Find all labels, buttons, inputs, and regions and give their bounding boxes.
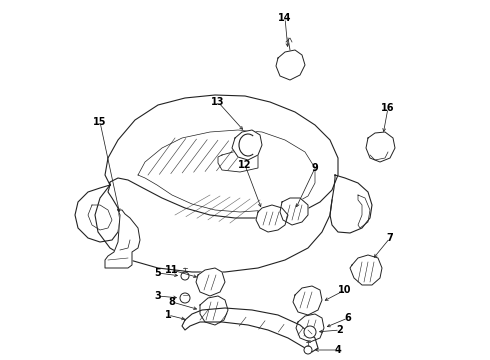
- Polygon shape: [105, 210, 140, 268]
- Text: 10: 10: [338, 285, 352, 295]
- Circle shape: [181, 272, 189, 280]
- Polygon shape: [296, 314, 324, 342]
- Circle shape: [304, 326, 316, 338]
- Text: 12: 12: [238, 160, 252, 170]
- Circle shape: [180, 293, 190, 303]
- Text: 8: 8: [169, 297, 175, 307]
- Polygon shape: [182, 308, 318, 352]
- Polygon shape: [196, 268, 225, 296]
- Text: 16: 16: [381, 103, 395, 113]
- Text: 2: 2: [337, 325, 343, 335]
- Text: 11: 11: [165, 265, 179, 275]
- Text: 1: 1: [165, 310, 172, 320]
- Text: 13: 13: [211, 97, 225, 107]
- Text: 5: 5: [155, 268, 161, 278]
- Polygon shape: [366, 132, 395, 162]
- Polygon shape: [280, 198, 308, 225]
- Polygon shape: [200, 296, 228, 325]
- Text: 9: 9: [312, 163, 318, 173]
- Text: 7: 7: [387, 233, 393, 243]
- Text: 4: 4: [335, 345, 342, 355]
- Circle shape: [304, 346, 312, 354]
- Text: 14: 14: [278, 13, 292, 23]
- Polygon shape: [232, 130, 262, 160]
- Polygon shape: [293, 286, 322, 315]
- Text: 3: 3: [155, 291, 161, 301]
- Polygon shape: [276, 50, 305, 80]
- Text: 6: 6: [344, 313, 351, 323]
- Text: 15: 15: [93, 117, 107, 127]
- Polygon shape: [256, 205, 288, 232]
- Polygon shape: [350, 255, 382, 285]
